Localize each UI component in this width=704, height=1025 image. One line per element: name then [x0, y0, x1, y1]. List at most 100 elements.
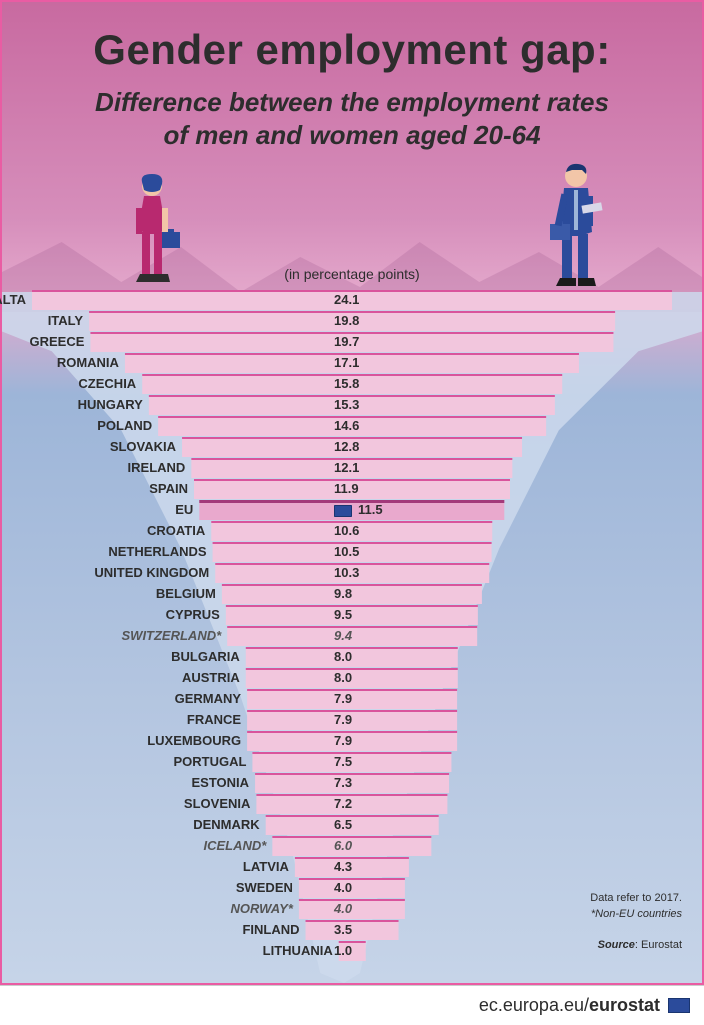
chart-row-value: 24.1 [334, 292, 359, 307]
chart-row-value: 6.5 [334, 817, 352, 832]
chart-row: AUSTRIA 8.0 [2, 668, 702, 688]
subtitle-line-1: Difference between the employment rates [2, 86, 702, 119]
chart-row-value: 7.9 [334, 733, 352, 748]
chart-row: NETHERLANDS 10.5 [2, 542, 702, 562]
chart-row: BULGARIA 8.0 [2, 647, 702, 667]
chart-row-label: ROMANIA [57, 355, 119, 370]
chart-row: PORTUGAL 7.5 [2, 752, 702, 772]
units-label: (in percentage points) [2, 266, 702, 282]
chart-row: SWITZERLAND* 9.4 [2, 626, 702, 646]
chart-row-label: ESTONIA [192, 775, 250, 790]
chart-row-label: SLOVENIA [184, 796, 250, 811]
chart-row: LATVIA 4.3 [2, 857, 702, 877]
chart-row-label: EU [175, 502, 193, 517]
chart-row-label: ITALY [48, 313, 83, 328]
chart-row-value: 4.0 [334, 901, 352, 916]
note-year: Data refer to 2017. [590, 891, 682, 906]
chart-row: GERMANY 7.9 [2, 689, 702, 709]
chart-row-value: 19.8 [334, 313, 359, 328]
chart-row-value: 9.5 [334, 607, 352, 622]
chart-row-label: FINLAND [242, 922, 299, 937]
chart-row-value: 10.6 [334, 523, 359, 538]
chart-row-label: BULGARIA [171, 649, 240, 664]
chart-row-label: POLAND [97, 418, 152, 433]
chart-row-value: 8.0 [334, 670, 352, 685]
chart-row: CROATIA 10.6 [2, 521, 702, 541]
chart-row-value: 7.2 [334, 796, 352, 811]
main-title: Gender employment gap: [2, 26, 702, 74]
chart-row-value: 10.5 [334, 544, 359, 559]
chart-row-value: 1.0 [334, 943, 352, 958]
chart-row-label: NORWAY* [231, 901, 293, 916]
chart-row-value: 9.4 [334, 628, 352, 643]
chart-row-value: 6.0 [334, 838, 352, 853]
chart-row-label: FRANCE [187, 712, 241, 727]
chart-row: GREECE 19.7 [2, 332, 702, 352]
chart-row: DENMARK 6.5 [2, 815, 702, 835]
note-source: Source: Eurostat [590, 938, 682, 953]
chart-row: CYPRUS 9.5 [2, 605, 702, 625]
chart-row-value: 11.9 [334, 481, 359, 496]
funnel-chart: MALTA 24.1 ITALY 19.8 GREECE 19.7 ROMANIA 17.1 C… [2, 290, 702, 962]
note-noneu: *Non-EU countries [590, 907, 682, 922]
chart-row: FRANCE 7.9 [2, 710, 702, 730]
chart-row-value: 7.5 [334, 754, 352, 769]
chart-row: EU 11.5 [2, 500, 702, 520]
infographic-canvas: Gender employment gap: Difference betwee… [0, 0, 704, 985]
chart-row: ROMANIA 17.1 [2, 353, 702, 373]
chart-row-label: AUSTRIA [182, 670, 240, 685]
chart-row-label: IRELAND [128, 460, 186, 475]
footer-bar: ec.europa.eu/eurostat [0, 985, 704, 1025]
subtitle-line-2: of men and women aged 20-64 [2, 119, 702, 152]
chart-row-label: SWEDEN [236, 880, 293, 895]
footer-url-light: ec.europa.eu/ [479, 995, 589, 1016]
chart-row-label: BELGIUM [156, 586, 216, 601]
chart-row-label: GREECE [30, 334, 85, 349]
chart-row-label: SLOVAKIA [110, 439, 176, 454]
chart-row-value: 10.3 [334, 565, 359, 580]
chart-row-label: CYPRUS [166, 607, 220, 622]
chart-row: MALTA 24.1 [2, 290, 702, 310]
chart-row-label: LITHUANIA [263, 943, 333, 958]
chart-row-value: 4.0 [334, 880, 352, 895]
chart-row-label: PORTUGAL [173, 754, 246, 769]
subtitle: Difference between the employment rates … [2, 86, 702, 151]
chart-row-label: GERMANY [175, 691, 241, 706]
chart-row-label: MALTA [0, 292, 26, 307]
chart-row-value: 8.0 [334, 649, 352, 664]
chart-row-label: UNITED KINGDOM [94, 565, 209, 580]
chart-row-value: 15.8 [334, 376, 359, 391]
chart-row-value: 7.9 [334, 712, 352, 727]
footnotes: Data refer to 2017. *Non-EU countries So… [590, 891, 682, 953]
chart-row-label: SWITZERLAND* [122, 628, 222, 643]
chart-row: ITALY 19.8 [2, 311, 702, 331]
chart-row: SLOVAKIA12.8 [2, 437, 702, 457]
chart-row-value: 3.5 [334, 922, 352, 937]
chart-row-label: LUXEMBOURG [147, 733, 241, 748]
chart-row-value: 11.5 [334, 502, 383, 517]
chart-row-value: 7.3 [334, 775, 352, 790]
footer-url-bold: eurostat [589, 995, 660, 1016]
chart-row: ESTONIA 7.3 [2, 773, 702, 793]
chart-row-value: 17.1 [334, 355, 359, 370]
chart-row: SLOVENIA 7.2 [2, 794, 702, 814]
chart-row-label: LATVIA [243, 859, 289, 874]
chart-row-label: ICELAND* [203, 838, 266, 853]
chart-row-value: 4.3 [334, 859, 352, 874]
chart-row: HUNGARY15.3 [2, 395, 702, 415]
chart-row-label: CZECHIA [78, 376, 136, 391]
chart-row: LUXEMBOURG 7.9 [2, 731, 702, 751]
chart-row: POLAND 14.6 [2, 416, 702, 436]
chart-row-label: NETHERLANDS [108, 544, 206, 559]
chart-row-value: 14.6 [334, 418, 359, 433]
chart-row-label: SPAIN [149, 481, 188, 496]
chart-row-label: CROATIA [147, 523, 205, 538]
chart-row: UNITED KINGDOM 10.3 [2, 563, 702, 583]
chart-row-value: 12.1 [334, 460, 359, 475]
chart-row: BELGIUM9.8 [2, 584, 702, 604]
chart-row-value: 19.7 [334, 334, 359, 349]
chart-row-label: DENMARK [193, 817, 259, 832]
chart-row-value: 7.9 [334, 691, 352, 706]
title-text: Gender employment gap: [2, 26, 702, 74]
chart-row: SPAIN 11.9 [2, 479, 702, 499]
